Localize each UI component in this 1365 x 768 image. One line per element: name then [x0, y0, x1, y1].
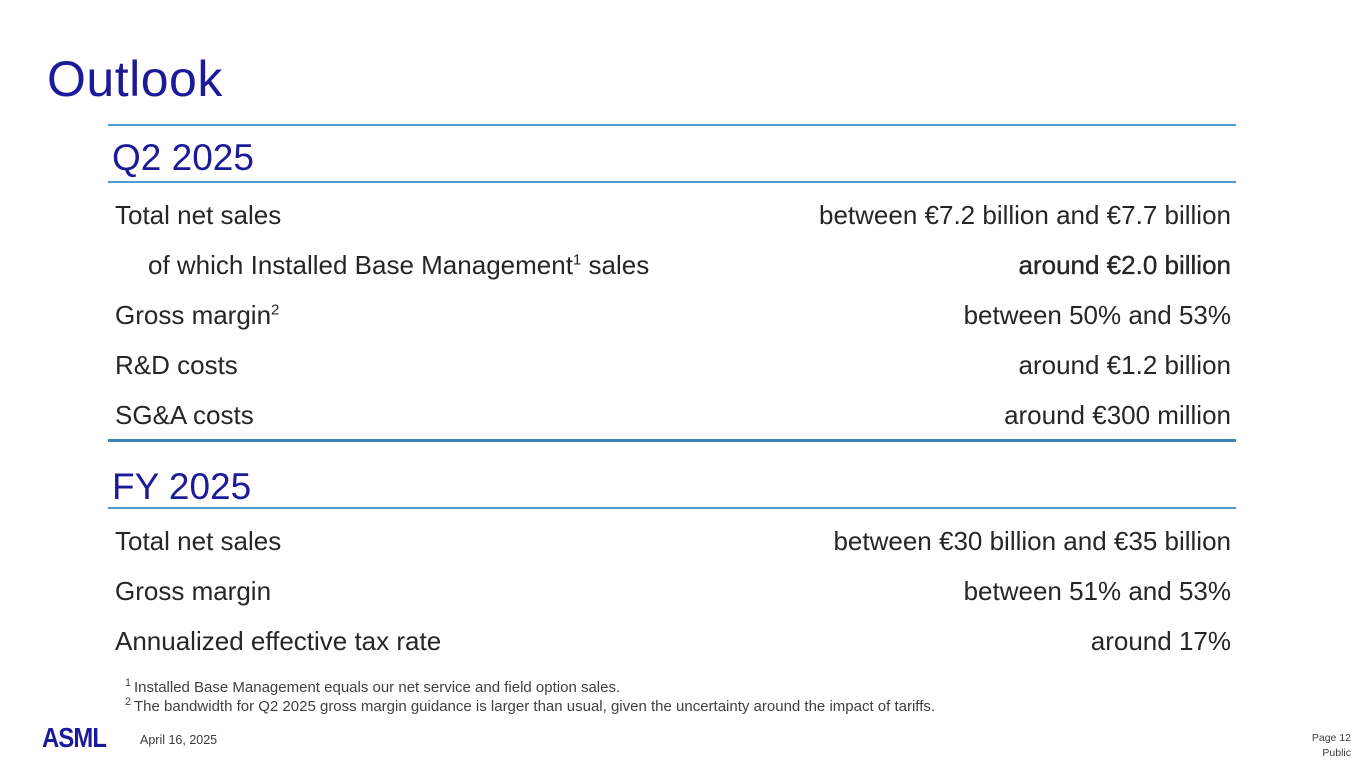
row-label: Annualized effective tax rate [115, 626, 441, 657]
row-value: between €7.2 billion and €7.7 billion [819, 199, 1231, 230]
row-value: around €2.0 billion [1018, 249, 1231, 280]
footer-date: April 16, 2025 [140, 733, 218, 747]
guidance-row-sga-costs: SG&A costs around €300 million [108, 390, 1236, 440]
fy-guidance-table: Total net sales between €30 billion and … [108, 516, 1236, 666]
guidance-row-gross-margin: Gross margin2 between 50% and 53% [108, 290, 1236, 340]
section-rule-under-fy [108, 507, 1236, 509]
footnotes: 1 Installed Base Management equals our ne… [125, 678, 935, 716]
row-label: of which Installed Base Management1 sale… [148, 250, 649, 281]
guidance-row-rd-costs: R&D costs around €1.2 billion [108, 340, 1236, 390]
row-label: Total net sales [115, 200, 281, 231]
slide-title: Outlook [47, 51, 223, 107]
footnote-ref-1: 1 [572, 250, 582, 268]
section-heading-fy: FY 2025 [112, 466, 252, 507]
row-value: around 17% [1090, 625, 1231, 656]
row-label-end: sales [581, 249, 650, 280]
row-label: SG&A costs [115, 400, 254, 431]
classification-label: Public [1322, 747, 1351, 759]
footer-meta: Page 12 Public [1312, 731, 1351, 761]
guidance-row-ibm-sales: of which Installed Base Management1 sale… [108, 240, 1236, 290]
row-label-text: of which Installed Base Management [148, 249, 573, 280]
row-label-text: Gross margin [115, 299, 272, 330]
guidance-row-fy-total-net-sales: Total net sales between €30 billion and … [108, 516, 1236, 566]
asml-logo: ASML [42, 722, 107, 753]
footnote-2: 2 The bandwidth for Q2 2025 gross margin … [125, 697, 935, 716]
row-value: around €300 million [1004, 399, 1231, 430]
section-divider-rule [108, 439, 1236, 442]
row-label: Gross margin [115, 576, 271, 607]
row-value: between 51% and 53% [963, 575, 1231, 606]
row-label-text: Total net sales [115, 525, 282, 556]
row-value: between €30 billion and €35 billion [833, 525, 1231, 556]
row-label-text: Gross margin [115, 575, 272, 606]
row-label: Total net sales [115, 526, 281, 557]
footnote-2-text: The bandwidth for Q2 2025 gross margin g… [134, 698, 936, 715]
row-label-text: SG&A costs [115, 399, 254, 430]
row-value: between 50% and 53% [963, 299, 1231, 330]
footnote-1: 1 Installed Base Management equals our ne… [125, 678, 935, 697]
section-rule-top [108, 124, 1236, 126]
guidance-row-fy-tax-rate: Annualized effective tax rate around 17% [108, 616, 1236, 666]
footnote-1-text: Installed Base Management equals our net… [134, 679, 621, 696]
section-rule-under-q2 [108, 181, 1236, 183]
footnote-2-marker: 2 [125, 696, 132, 708]
row-label: R&D costs [115, 350, 238, 381]
row-label-text: R&D costs [115, 349, 238, 380]
section-heading-q2: Q2 2025 [112, 137, 254, 178]
row-value: around €1.2 billion [1018, 349, 1232, 380]
guidance-row-total-net-sales: Total net sales between €7.2 billion and… [108, 190, 1236, 240]
q2-guidance-table: Total net sales between €7.2 billion and… [108, 190, 1236, 440]
guidance-row-fy-gross-margin: Gross margin between 51% and 53% [108, 566, 1236, 616]
row-label-text: Annualized effective tax rate [115, 625, 442, 656]
row-label: Gross margin2 [115, 300, 279, 331]
footnote-ref-2: 2 [271, 300, 280, 318]
page-number: Page 12 [1311, 732, 1351, 744]
footnote-1-marker: 1 [125, 677, 132, 689]
row-label-text: Total net sales [115, 199, 282, 230]
